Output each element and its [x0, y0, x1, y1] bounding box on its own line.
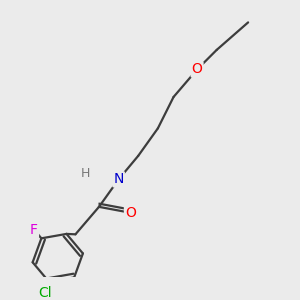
Text: F: F	[30, 223, 38, 236]
Text: H: H	[81, 167, 90, 180]
Text: O: O	[125, 206, 136, 220]
Text: Cl: Cl	[38, 286, 52, 300]
Text: N: N	[113, 172, 124, 186]
Text: O: O	[192, 62, 203, 76]
